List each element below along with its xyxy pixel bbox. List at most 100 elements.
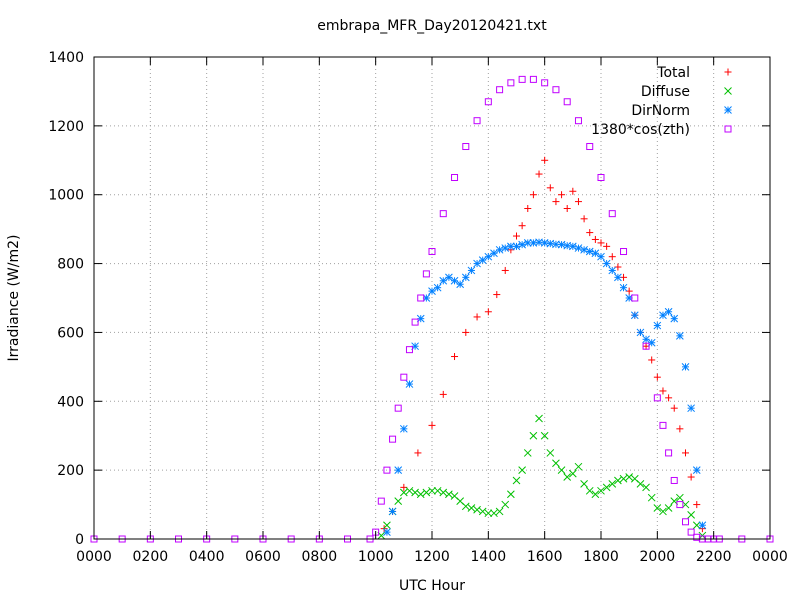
grid	[94, 57, 770, 539]
data-point	[478, 256, 487, 264]
data-point	[574, 198, 582, 206]
data-point	[546, 449, 555, 457]
data-point	[433, 486, 442, 495]
data-point	[428, 486, 436, 495]
data-point	[518, 75, 526, 83]
data-point	[586, 229, 594, 237]
data-point	[557, 466, 566, 474]
data-point	[478, 507, 487, 516]
x-axis-label: UTC Hour	[399, 578, 465, 594]
data-point	[665, 394, 673, 402]
data-point	[377, 497, 385, 505]
x-tick-label: 0000	[752, 549, 788, 565]
data-point	[473, 313, 481, 321]
data-point	[636, 328, 645, 337]
data-point	[665, 449, 673, 457]
legend: Total Diffuse DirNorm 1380*cos(zth)	[591, 65, 732, 138]
x-tick-label: 0000	[76, 549, 112, 565]
data-point	[687, 473, 695, 481]
data-point	[512, 476, 521, 485]
data-point	[585, 486, 594, 495]
data-point	[518, 222, 526, 230]
data-point	[653, 394, 661, 402]
data-point	[568, 242, 577, 251]
data-point	[518, 466, 526, 474]
data-point	[399, 488, 408, 497]
data-point	[523, 449, 532, 457]
data-point	[687, 528, 695, 536]
data-point	[405, 380, 414, 388]
x-tick-label: 0200	[133, 549, 169, 565]
data-point	[445, 490, 453, 499]
data-point	[411, 318, 419, 326]
data-point	[681, 363, 690, 371]
data-point	[433, 283, 442, 292]
data-point	[631, 294, 639, 302]
legend-marker	[724, 87, 732, 95]
data-point	[580, 245, 588, 254]
data-point	[416, 490, 425, 499]
data-point	[580, 480, 588, 488]
data-point	[687, 404, 695, 413]
data-point	[597, 252, 605, 261]
data-point	[608, 253, 616, 261]
data-point	[602, 259, 611, 268]
data-point	[546, 239, 555, 248]
x-tick-label: 0600	[245, 549, 281, 565]
data-point	[501, 500, 510, 509]
data-point	[496, 86, 504, 94]
data-point	[620, 248, 628, 256]
data-point	[659, 507, 667, 516]
data-point	[614, 273, 622, 282]
data-point	[535, 170, 543, 178]
legend-entry-label: DirNorm	[631, 103, 690, 119]
data-point	[414, 449, 422, 457]
y-axis-label: Irradiance (W/m2)	[6, 235, 22, 362]
data-point	[467, 266, 476, 275]
data-point	[659, 421, 667, 429]
data-point	[428, 248, 436, 256]
data-point	[394, 497, 403, 505]
data-point	[608, 266, 617, 275]
data-point	[399, 424, 408, 433]
data-point	[484, 308, 492, 316]
data-point	[687, 511, 695, 519]
data-point	[603, 242, 611, 250]
data-point	[394, 404, 402, 412]
data-point	[422, 270, 430, 278]
data-point	[558, 191, 566, 199]
data-point	[439, 390, 447, 398]
legend-entry-label: 1380*cos(zth)	[591, 122, 690, 138]
data-point	[692, 521, 701, 530]
data-point	[693, 501, 701, 509]
data-point	[580, 215, 588, 223]
chart-title: embrapa_MFR_Day20120421.txt	[317, 18, 547, 34]
data-point	[552, 459, 560, 468]
y-tick-label: 800	[57, 257, 84, 273]
y-tick-label: 1200	[48, 119, 84, 135]
data-point	[597, 174, 605, 181]
data-point	[664, 307, 673, 316]
y-tick-label: 400	[57, 394, 84, 410]
data-point	[574, 117, 582, 125]
data-point	[653, 321, 662, 330]
data-point	[630, 311, 639, 320]
data-point	[507, 490, 515, 499]
data-point	[529, 191, 537, 199]
data-point	[670, 476, 678, 484]
y-tick-label: 200	[57, 463, 84, 479]
data-point	[383, 521, 391, 530]
data-point	[501, 266, 509, 274]
data-point	[389, 435, 397, 443]
data-point	[445, 273, 453, 282]
data-point	[568, 469, 577, 478]
data-point	[461, 502, 470, 511]
x-tick-label: 1000	[358, 549, 394, 565]
data-point	[653, 373, 661, 381]
data-point	[614, 476, 622, 485]
data-point	[676, 332, 684, 340]
data-point	[648, 356, 656, 364]
data-point	[659, 387, 667, 395]
x-tick-label: 0800	[302, 549, 338, 565]
data-point	[585, 247, 594, 256]
